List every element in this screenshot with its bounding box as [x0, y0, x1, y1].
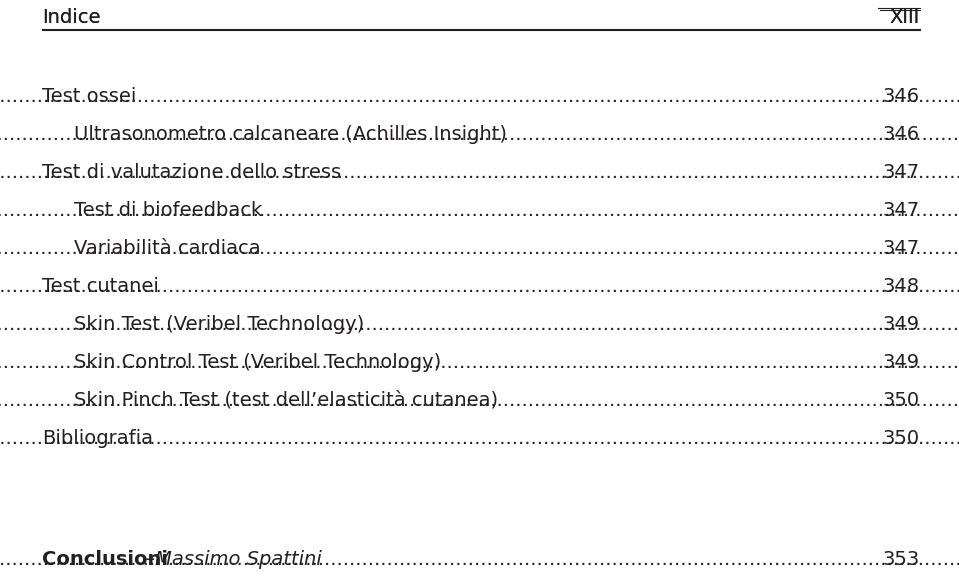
Text: ................................................................................: ........................................…	[0, 125, 959, 144]
Text: ................................................................................: ........................................…	[0, 315, 959, 334]
Text: Test di valutazione dello stress: Test di valutazione dello stress	[42, 163, 341, 182]
Text: 353: 353	[882, 550, 920, 569]
Text: 346: 346	[883, 87, 920, 106]
Text: Ultrasonometro calcaneare (Achilles Insight): Ultrasonometro calcaneare (Achilles Insi…	[74, 125, 507, 144]
Text: Variabilità cardiaca: Variabilità cardiaca	[74, 239, 261, 258]
Text: ................................................................................: ........................................…	[0, 87, 959, 106]
Text: Skin Test (Veribel Technology): Skin Test (Veribel Technology)	[74, 315, 364, 334]
Text: ................................................................................: ........................................…	[0, 353, 959, 372]
Text: 349: 349	[883, 315, 920, 334]
Text: Conclusioni: Conclusioni	[42, 550, 168, 569]
Text: ................................................................................: ........................................…	[0, 239, 959, 258]
Text: Test di biofeedback: Test di biofeedback	[74, 201, 262, 220]
Text: 350: 350	[883, 391, 920, 410]
Text: 347: 347	[883, 163, 920, 182]
Text: Bibliografia: Bibliografia	[42, 429, 153, 448]
Text: 348: 348	[883, 277, 920, 296]
Text: 350: 350	[883, 429, 920, 448]
Text: 349: 349	[883, 353, 920, 372]
Text: –: –	[139, 550, 161, 569]
Text: ................................................................................: ........................................…	[0, 277, 959, 296]
Text: ................................................................................: ........................................…	[0, 429, 959, 448]
Text: XIII: XIII	[890, 8, 920, 27]
Text: Indice: Indice	[42, 8, 101, 27]
Text: Massimo Spattini: Massimo Spattini	[155, 550, 322, 569]
Text: 346: 346	[883, 125, 920, 144]
Text: ................................................................................: ........................................…	[0, 391, 959, 410]
Text: Skin Control Test (Veribel Technology): Skin Control Test (Veribel Technology)	[74, 353, 441, 372]
Text: Test ossei: Test ossei	[42, 87, 136, 106]
Text: Skin Pinch Test (test dell’elasticità cutanea): Skin Pinch Test (test dell’elasticità cu…	[74, 391, 498, 410]
Text: 347: 347	[883, 239, 920, 258]
Text: ................................................................................: ........................................…	[0, 201, 959, 220]
Text: Test cutanei: Test cutanei	[42, 277, 159, 296]
Text: XIII: XIII	[890, 8, 920, 27]
Text: Indice: Indice	[42, 8, 101, 27]
Text: ................................................................................: ........................................…	[0, 550, 959, 569]
Text: ................................................................................: ........................................…	[0, 163, 959, 182]
Text: 347: 347	[883, 201, 920, 220]
